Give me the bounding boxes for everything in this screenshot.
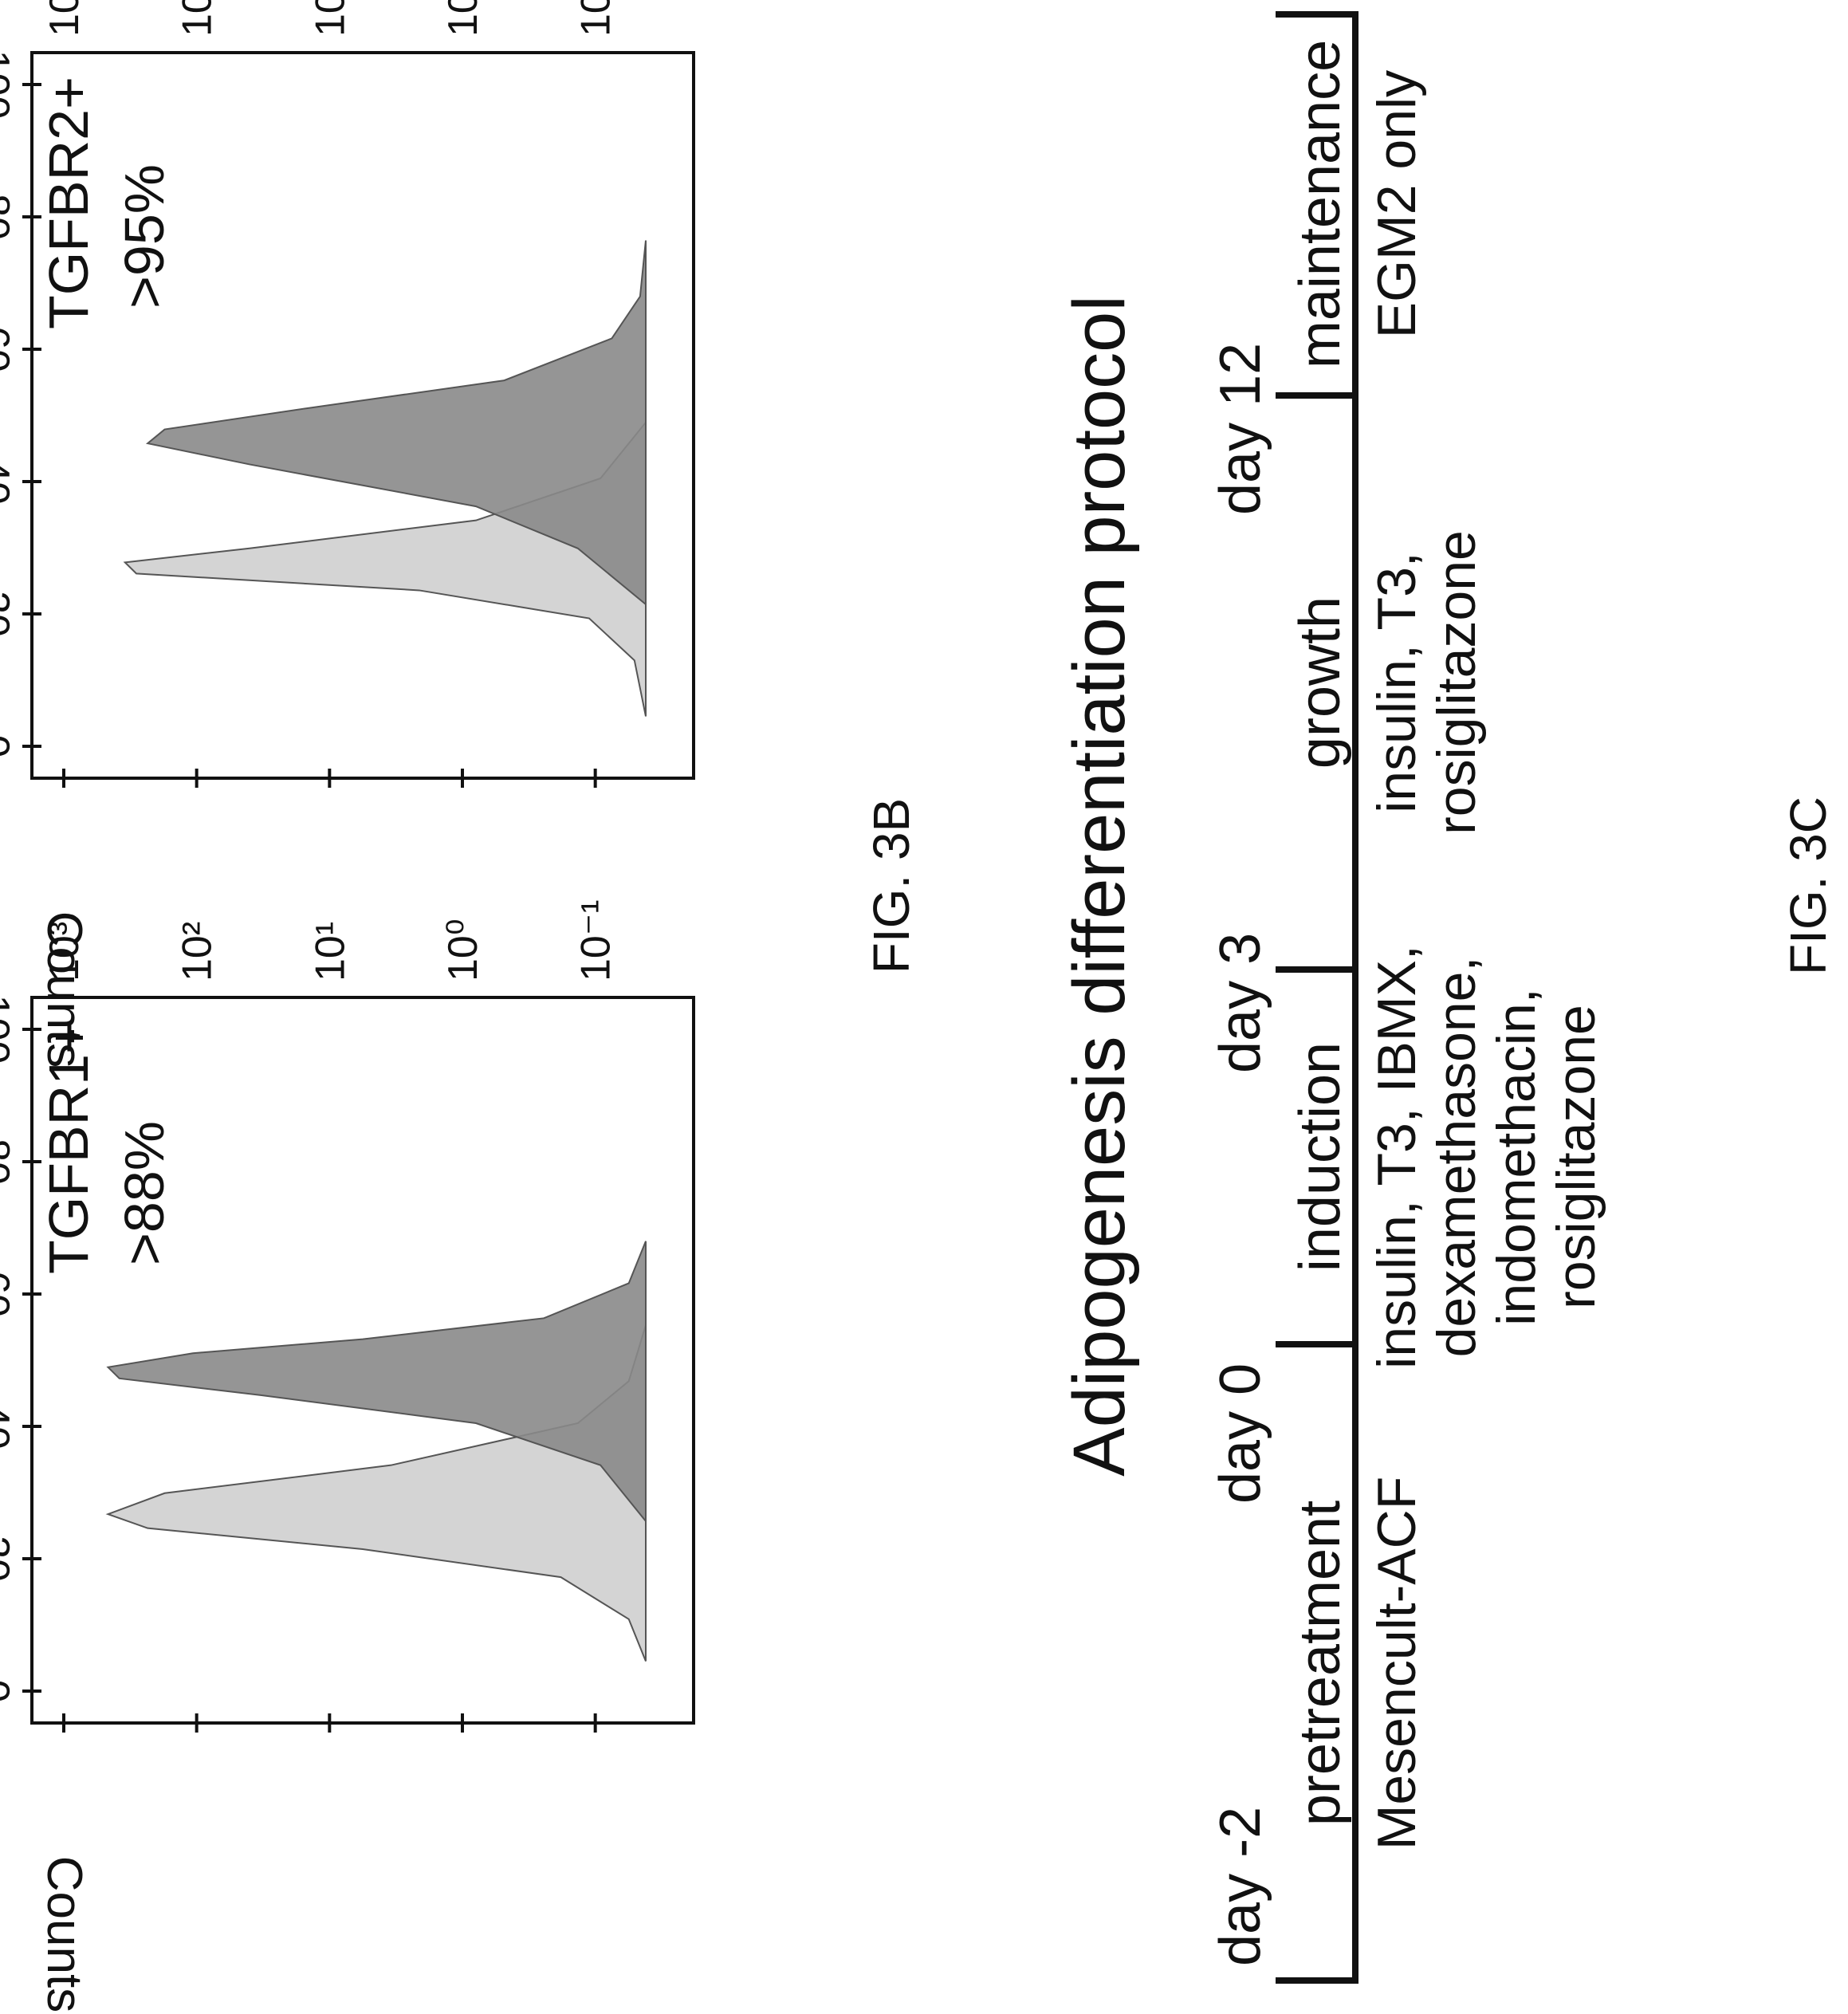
stage-reagents: indomethacin, bbox=[1486, 988, 1547, 1325]
day-label: day 12 bbox=[1209, 343, 1272, 515]
y-tick-label: 0 bbox=[0, 735, 18, 758]
histogram-series bbox=[106, 1241, 647, 1524]
x-tick-label: 10¹ bbox=[307, 922, 353, 981]
y-axis: 0 20 40 60 80 100 bbox=[0, 995, 41, 1703]
y-tick-label: 100 bbox=[0, 50, 18, 120]
day-label: day -2 bbox=[1209, 1807, 1272, 1966]
x-axis: 10⁻¹ 10⁰ 10¹ 10² 10³ bbox=[41, 899, 619, 1733]
protocol-title: Adipogenesis differentiation protocol bbox=[1059, 295, 1140, 1477]
stage-name: pretreatment bbox=[1288, 1501, 1352, 1826]
annotation-percent: >88% bbox=[113, 1121, 175, 1265]
stage-reagents: Mesencult-ACF bbox=[1366, 1477, 1427, 1851]
stage-reagents: EGM2 only bbox=[1366, 70, 1427, 338]
y-tick-label: 20 bbox=[0, 1536, 18, 1582]
y-tick-label: 60 bbox=[0, 326, 18, 372]
stage-reagents: insulin, T3, bbox=[1366, 552, 1427, 813]
day-label: day 3 bbox=[1209, 933, 1272, 1073]
y-tick-label: 40 bbox=[0, 1403, 18, 1450]
figure-label-3c: FIG. 3C bbox=[1779, 797, 1837, 975]
series-group bbox=[105, 1241, 647, 1662]
histogram-series bbox=[145, 240, 647, 607]
y-tick-label: 100 bbox=[0, 995, 18, 1064]
figure-label-3b: FIG. 3B bbox=[863, 798, 920, 974]
y-tick-label: 80 bbox=[0, 1139, 18, 1185]
x-tick-label: 10⁰ bbox=[440, 918, 486, 981]
y-tick-label: 0 bbox=[0, 1680, 18, 1703]
x-tick-label: 10³ bbox=[41, 0, 88, 37]
x-tick-label: 10⁻¹ bbox=[573, 899, 619, 981]
protocol-timeline: Adipogenesis differentiation protocol da… bbox=[1059, 11, 1606, 1984]
x-tick-label: 10¹ bbox=[307, 0, 353, 37]
stage-reagents: rosiglitazone bbox=[1426, 530, 1487, 835]
stage-reagents: insulin, T3, IBMX, bbox=[1366, 945, 1427, 1369]
histogram-tgfbr2: 0 20 40 60 80 100 10⁻¹ 10⁰ 10¹ 10² 10³ Counts TGF… bbox=[0, 0, 695, 1068]
stage-name: maintenance bbox=[1288, 40, 1352, 368]
y-tick-label: 20 bbox=[0, 591, 18, 637]
y-tick-label: 40 bbox=[0, 458, 18, 505]
series-group bbox=[123, 240, 647, 717]
stage-reagents: dexamethasone, bbox=[1426, 957, 1487, 1358]
annotation-percent: >95% bbox=[113, 164, 175, 309]
x-tick-label: 10³ bbox=[41, 922, 88, 981]
annotation-tgfbr1: TGFBR1+ bbox=[37, 1021, 100, 1274]
histogram-tgfbr1: 0 20 40 60 80 100 10⁻¹ 10⁰ 10¹ 10² 10³ Counts TGF… bbox=[0, 899, 695, 2012]
x-tick-label: 10² bbox=[175, 0, 221, 37]
x-axis: 10⁻¹ 10⁰ 10¹ 10² 10³ bbox=[41, 0, 619, 788]
x-tick-label: 10² bbox=[175, 922, 221, 981]
y-axis: 0 20 40 60 80 100 bbox=[0, 50, 41, 758]
stage-name: growth bbox=[1288, 596, 1352, 769]
y-tick-label: 60 bbox=[0, 1271, 18, 1317]
stage-reagents: rosiglitazone bbox=[1546, 1005, 1606, 1309]
y-tick-label: 80 bbox=[0, 194, 18, 240]
stage-name: induction bbox=[1288, 1042, 1352, 1272]
x-tick-label: 10⁻¹ bbox=[573, 0, 619, 37]
day-label: day 0 bbox=[1209, 1363, 1272, 1504]
x-tick-label: 10⁰ bbox=[440, 0, 486, 37]
y-axis-label: Counts bbox=[37, 911, 92, 1068]
y-axis-label: Counts bbox=[37, 1856, 92, 2012]
annotation-tgfbr2: TGFBR2+ bbox=[37, 77, 100, 329]
